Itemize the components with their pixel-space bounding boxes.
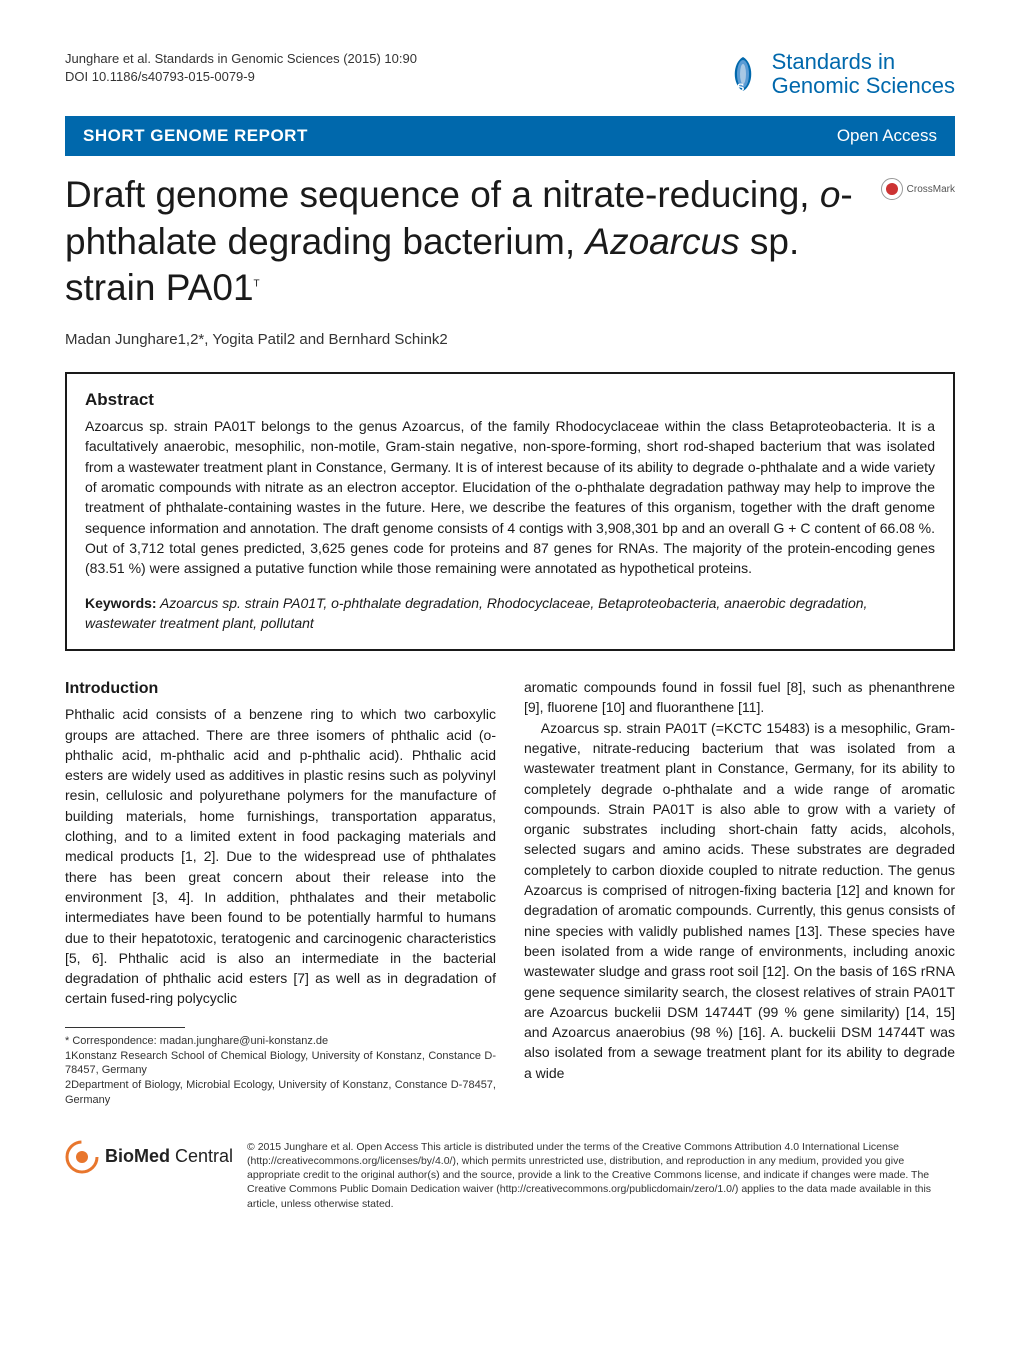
crossmark-badge[interactable]: CrossMark	[881, 178, 955, 200]
title-sup: T	[254, 279, 260, 290]
footer: BioMed Central © 2015 Junghare et al. Op…	[65, 1132, 955, 1211]
title-pre: Draft genome sequence of a nitrate-reduc…	[65, 174, 820, 215]
correspondence: * Correspondence: madan.junghare@uni-kon…	[65, 1034, 496, 1049]
svg-text:S: S	[737, 82, 744, 94]
journal-logo: S Standards in Genomic Sciences	[722, 50, 955, 98]
article-title: Draft genome sequence of a nitrate-reduc…	[65, 172, 881, 311]
crossmark-icon	[881, 178, 903, 200]
title-italic1: o	[820, 174, 841, 215]
journal-name-line2: Genomic Sciences	[772, 74, 955, 98]
affiliation-2: 2Department of Biology, Microbial Ecolog…	[65, 1078, 496, 1108]
journal-name: Standards in Genomic Sciences	[772, 50, 955, 98]
banner-section-type: SHORT GENOME REPORT	[83, 126, 308, 146]
abstract-box: Abstract Azoarcus sp. strain PA01T belon…	[65, 372, 955, 651]
intro-col1-text: Phthalic acid consists of a benzene ring…	[65, 704, 496, 1008]
sigs-icon: S	[722, 53, 764, 95]
citation-line2: DOI 10.1186/s40793-015-0079-9	[65, 68, 417, 86]
body-columns: Introduction Phthalic acid consists of a…	[65, 677, 955, 1108]
intro-heading: Introduction	[65, 677, 496, 700]
affiliation-1: 1Konstanz Research School of Chemical Bi…	[65, 1049, 496, 1079]
intro-col2-p2: Azoarcus sp. strain PA01T (=KCTC 15483) …	[524, 718, 955, 1083]
citation-block: Junghare et al. Standards in Genomic Sci…	[65, 50, 417, 86]
footnote-separator	[65, 1027, 185, 1028]
authors-line: Madan Junghare1,2*, Yogita Patil2 and Be…	[65, 331, 955, 348]
keywords-text: Azoarcus sp. strain PA01T, o-phthalate d…	[85, 595, 867, 631]
header-row: Junghare et al. Standards in Genomic Sci…	[65, 50, 955, 98]
column-right: aromatic compounds found in fossil fuel …	[524, 677, 955, 1108]
section-banner: SHORT GENOME REPORT Open Access	[65, 116, 955, 156]
keywords-label: Keywords:	[85, 595, 157, 611]
title-row: Draft genome sequence of a nitrate-reduc…	[65, 172, 955, 311]
crossmark-label: CrossMark	[907, 184, 955, 195]
keywords: Keywords: Azoarcus sp. strain PA01T, o-p…	[85, 593, 935, 634]
bmc-label: BioMed Central	[105, 1146, 233, 1167]
citation-line1: Junghare et al. Standards in Genomic Sci…	[65, 50, 417, 68]
abstract-heading: Abstract	[85, 390, 935, 410]
banner-open-access: Open Access	[837, 126, 937, 146]
biomed-central-logo: BioMed Central	[65, 1140, 233, 1174]
title-italic2: Azoarcus	[585, 221, 739, 262]
abstract-body: Azoarcus sp. strain PA01T belongs to the…	[85, 416, 935, 578]
journal-name-line1: Standards in	[772, 50, 955, 74]
column-left: Introduction Phthalic acid consists of a…	[65, 677, 496, 1108]
bmc-icon	[65, 1140, 99, 1174]
license-text: © 2015 Junghare et al. Open Access This …	[247, 1140, 955, 1211]
intro-col2-p1: aromatic compounds found in fossil fuel …	[524, 677, 955, 718]
footnotes: * Correspondence: madan.junghare@uni-kon…	[65, 1034, 496, 1108]
